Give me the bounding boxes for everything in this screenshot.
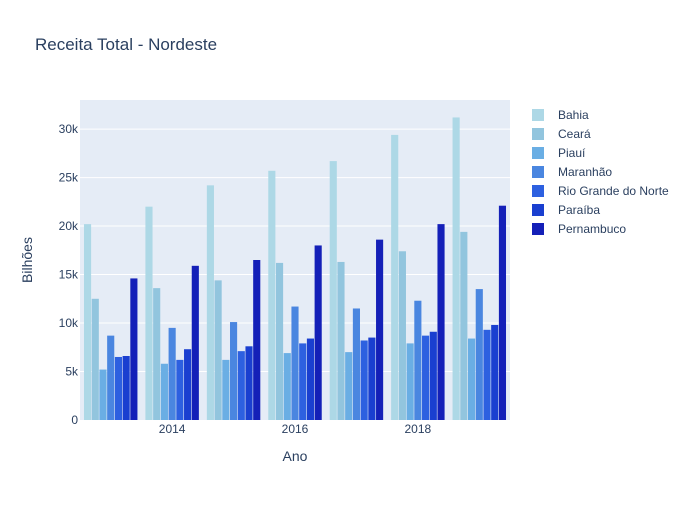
bar[interactable] (376, 239, 384, 420)
bar[interactable] (475, 289, 483, 420)
legend-label[interactable]: Maranhão (558, 165, 612, 179)
bar[interactable] (168, 327, 176, 420)
bar[interactable] (206, 185, 214, 420)
x-tick-label: 2016 (282, 422, 309, 436)
y-axis-title: Bilhões (19, 237, 35, 283)
y-tick-label: 30k (59, 122, 79, 136)
bar[interactable] (291, 306, 299, 420)
y-tick-label: 10k (59, 316, 79, 330)
bar[interactable] (130, 278, 138, 420)
bar[interactable] (176, 359, 184, 420)
legend-swatch[interactable] (532, 204, 544, 216)
bar[interactable] (122, 356, 130, 420)
legend-label[interactable]: Paraíba (558, 203, 600, 217)
legend-swatch[interactable] (532, 166, 544, 178)
x-tick-label: 2018 (405, 422, 432, 436)
legend-swatch[interactable] (532, 128, 544, 140)
y-tick-label: 0 (71, 413, 78, 427)
bar[interactable] (253, 260, 261, 420)
bar[interactable] (114, 356, 122, 420)
bar[interactable] (230, 322, 238, 420)
bar[interactable] (83, 224, 92, 420)
bar[interactable] (299, 343, 307, 420)
bar[interactable] (214, 280, 222, 420)
legend-label[interactable]: Piauí (558, 146, 586, 160)
bar[interactable] (352, 308, 360, 420)
bar[interactable] (245, 346, 253, 420)
bar[interactable] (153, 288, 161, 420)
legend-label[interactable]: Bahia (558, 108, 589, 122)
bar[interactable] (398, 251, 406, 420)
bar[interactable] (460, 231, 468, 420)
legend-swatch[interactable] (532, 185, 544, 197)
legend-swatch[interactable] (532, 109, 544, 121)
y-tick-label: 15k (59, 268, 79, 282)
bar[interactable] (345, 352, 353, 420)
bar[interactable] (483, 329, 491, 420)
bar[interactable] (491, 324, 499, 420)
bar[interactable] (145, 206, 153, 420)
bar[interactable] (406, 343, 414, 420)
bar[interactable] (429, 331, 437, 420)
bar[interactable] (268, 170, 276, 420)
bar[interactable] (91, 298, 99, 420)
legend-swatch[interactable] (532, 223, 544, 235)
y-tick-layer: 0 5k 10k 15k 20k 25k 30k (59, 122, 79, 427)
legend-label[interactable]: Rio Grande do Norte (558, 184, 669, 198)
bar[interactable] (222, 359, 230, 420)
bar[interactable] (498, 205, 507, 420)
y-tick-label: 25k (59, 171, 79, 185)
bar[interactable] (160, 363, 168, 420)
bars-layer (83, 117, 507, 421)
bar[interactable] (283, 353, 291, 420)
bar[interactable] (314, 245, 322, 420)
legend-label[interactable]: Ceará (558, 127, 591, 141)
bar[interactable] (391, 134, 399, 420)
x-tick-layer: 2014 2016 2018 (159, 422, 432, 436)
legend-label[interactable]: Pernambuco (558, 222, 626, 236)
bar[interactable] (184, 349, 192, 420)
bar[interactable] (191, 265, 199, 420)
bar[interactable] (360, 340, 368, 420)
x-axis-title: Ano (283, 448, 308, 464)
bar[interactable] (414, 300, 422, 420)
bar[interactable] (368, 337, 376, 420)
bar[interactable] (422, 335, 430, 420)
bar[interactable] (306, 338, 315, 420)
y-tick-label: 20k (59, 219, 79, 233)
bar[interactable] (337, 261, 345, 420)
bar[interactable] (275, 262, 284, 420)
bar[interactable] (468, 338, 476, 420)
bar[interactable] (107, 335, 115, 420)
bar[interactable] (329, 161, 337, 420)
bar[interactable] (237, 351, 245, 420)
legend-swatch[interactable] (532, 147, 544, 159)
bar[interactable] (437, 224, 445, 420)
bar[interactable] (99, 369, 107, 420)
chart-title: Receita Total - Nordeste (35, 35, 217, 54)
bar[interactable] (452, 117, 460, 421)
x-tick-label: 2014 (159, 422, 186, 436)
legend: Bahia Ceará Piauí Maranhão Rio Grande do Nor… (532, 108, 669, 236)
y-tick-label: 5k (65, 365, 79, 379)
